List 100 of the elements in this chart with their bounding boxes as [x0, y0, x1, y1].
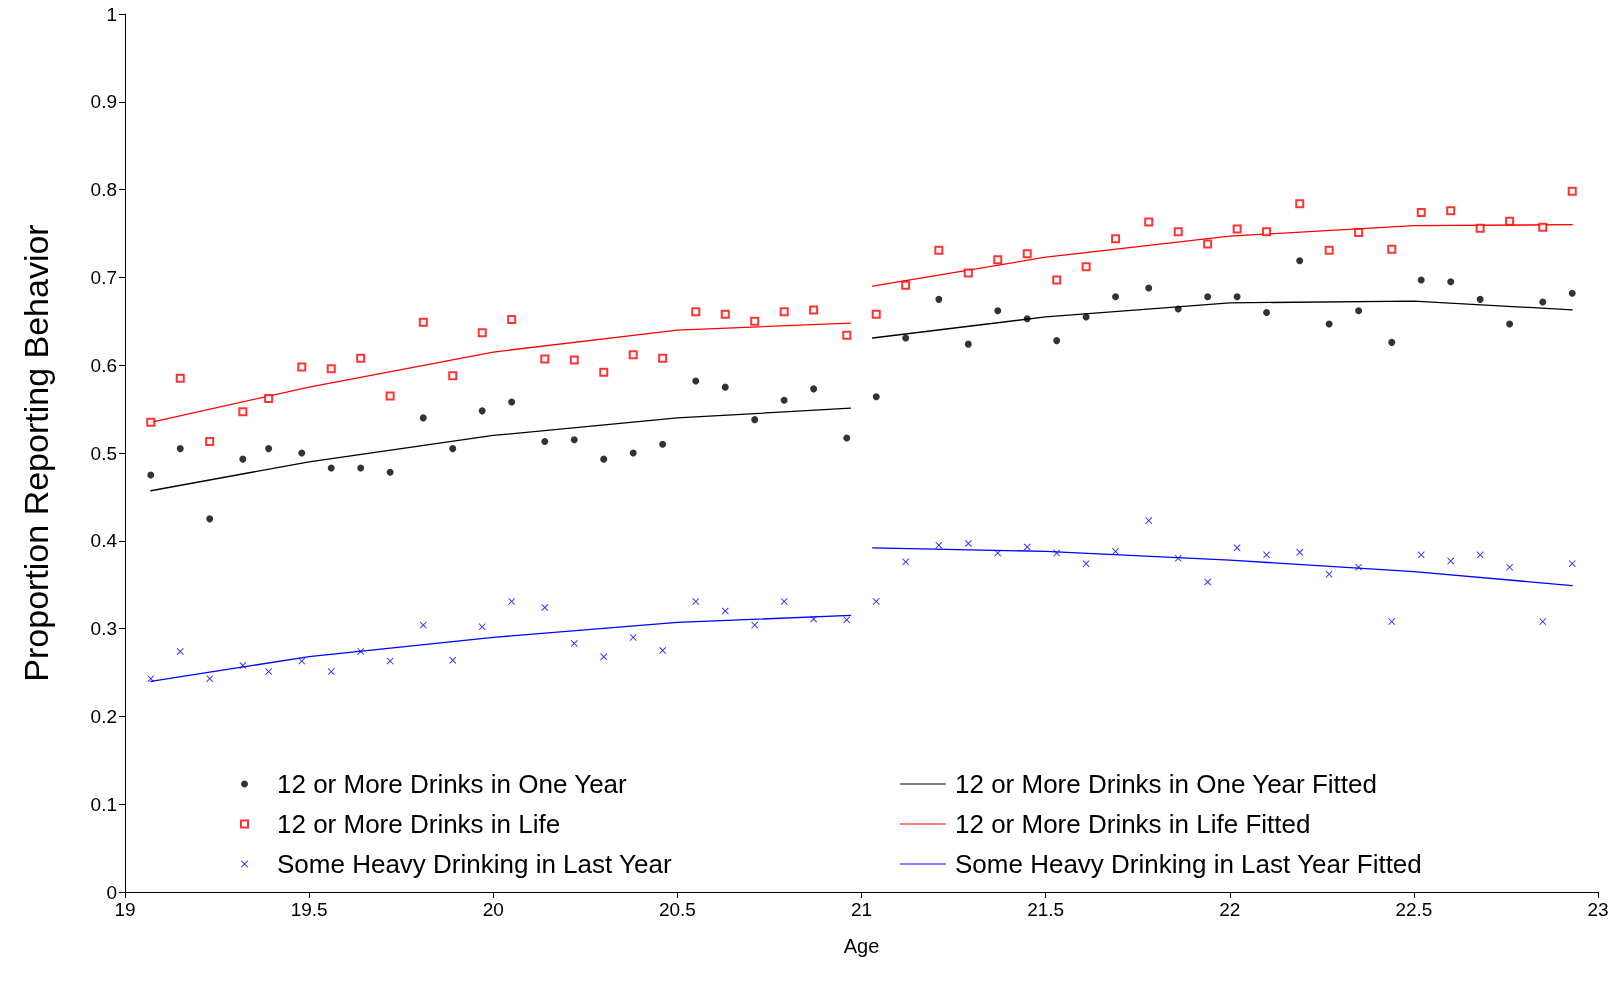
point	[327, 668, 335, 676]
legend-label: 12 or More Drinks in One Year	[277, 769, 628, 799]
point	[1505, 216, 1515, 226]
point	[1387, 244, 1397, 254]
point	[902, 558, 910, 566]
point	[1417, 551, 1425, 559]
point	[963, 268, 973, 278]
point	[356, 353, 366, 363]
point	[1446, 206, 1456, 216]
point	[1296, 548, 1304, 556]
point	[1052, 275, 1062, 285]
point	[176, 647, 184, 655]
point	[1023, 315, 1031, 323]
point	[1417, 276, 1425, 284]
point	[810, 385, 818, 393]
point	[1355, 563, 1363, 571]
point	[994, 307, 1002, 315]
point	[1447, 278, 1455, 286]
point	[1263, 309, 1271, 317]
point	[357, 464, 365, 472]
point	[1263, 551, 1271, 559]
point	[327, 464, 335, 472]
point	[1081, 262, 1091, 272]
point	[1355, 307, 1363, 315]
y-tick-label: 0.2	[90, 705, 117, 727]
point	[1233, 544, 1241, 552]
point	[1475, 223, 1485, 233]
point	[298, 657, 306, 665]
point	[418, 317, 428, 327]
point	[205, 437, 215, 447]
point	[659, 440, 667, 448]
point	[175, 373, 185, 383]
point	[1325, 570, 1333, 578]
point	[994, 549, 1002, 557]
point	[1173, 227, 1183, 237]
point	[691, 307, 701, 317]
point	[1053, 337, 1061, 345]
point	[1416, 207, 1426, 217]
y-tick-label: 0.4	[90, 530, 118, 552]
point	[751, 621, 759, 629]
point	[146, 417, 156, 427]
point	[206, 515, 214, 523]
point	[658, 353, 668, 363]
point	[1539, 618, 1547, 626]
point	[1204, 293, 1212, 301]
y-tick-label: 0	[106, 881, 117, 903]
x-tick-label: 19.5	[290, 899, 328, 920]
point	[810, 615, 818, 623]
point	[297, 362, 307, 372]
point	[934, 245, 944, 255]
point	[1324, 245, 1334, 255]
point	[1053, 549, 1061, 557]
x-tick-label: 21	[850, 899, 873, 920]
point	[1082, 313, 1090, 321]
point	[385, 391, 395, 401]
point	[629, 449, 637, 457]
point	[780, 396, 788, 404]
point	[843, 434, 851, 442]
point	[1145, 284, 1153, 292]
point	[809, 305, 819, 315]
y-tick-label: 0.9	[90, 91, 117, 113]
point	[264, 394, 274, 404]
point	[1325, 320, 1333, 328]
point	[1539, 298, 1547, 306]
point	[935, 295, 943, 303]
point	[1022, 249, 1032, 259]
point	[1112, 293, 1120, 301]
point	[629, 633, 637, 641]
point	[1204, 578, 1212, 586]
point	[600, 455, 608, 463]
x-axis-title: Age	[843, 935, 880, 957]
y-tick-label: 0.3	[90, 618, 117, 640]
point	[1506, 320, 1514, 328]
point	[147, 471, 155, 479]
x-tick-label: 22	[1219, 899, 1241, 920]
point	[265, 445, 273, 453]
point	[1567, 186, 1577, 196]
point	[902, 334, 910, 342]
y-tick-label: 0.8	[90, 179, 117, 201]
x-tick-label: 23	[1587, 899, 1609, 920]
point	[871, 309, 881, 319]
legend-label: 12 or More Drinks in One Year Fitted	[955, 769, 1377, 799]
point	[779, 307, 789, 317]
point	[964, 340, 972, 348]
y-tick-label: 1	[106, 3, 117, 25]
point	[1568, 560, 1576, 568]
point	[600, 653, 608, 661]
point	[935, 541, 943, 549]
point	[843, 616, 851, 624]
point	[1111, 234, 1121, 244]
point	[298, 449, 306, 457]
point	[901, 280, 911, 290]
legend-label: 12 or More Drinks in Life Fitted	[955, 809, 1311, 839]
point	[1296, 257, 1304, 265]
point	[993, 255, 1003, 265]
point	[1203, 239, 1213, 249]
y-axis-title: Proportion Reporting Behavior	[17, 224, 55, 682]
point	[541, 604, 549, 612]
y-tick-label: 0.1	[90, 793, 117, 815]
point	[1447, 557, 1455, 565]
